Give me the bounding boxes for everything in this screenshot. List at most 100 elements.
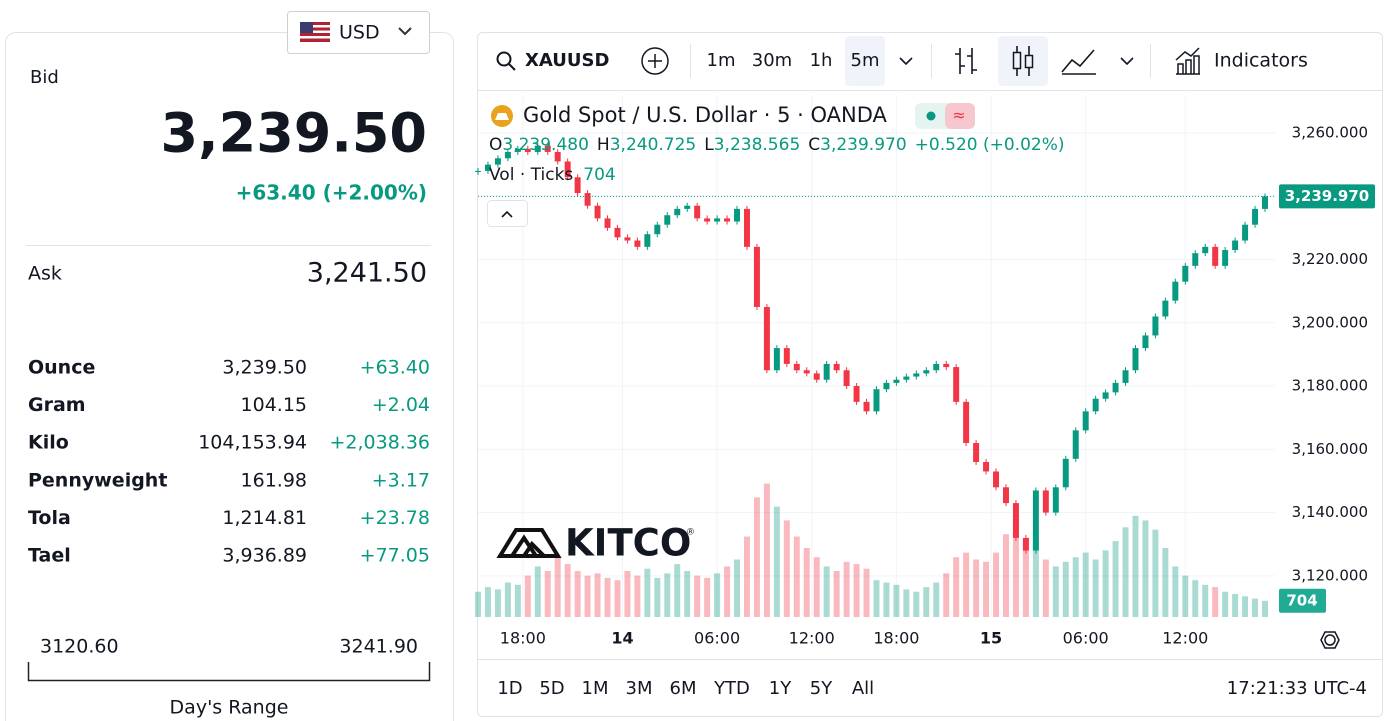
candle [1012,503,1019,538]
range-button[interactable]: 6M [670,678,697,699]
unit-change: +2.04 [372,394,430,416]
unit-change: +63.40 [360,357,430,379]
indicators-icon[interactable] [1175,47,1200,75]
brand: KITCO [565,522,691,565]
flag-stripe [300,36,330,39]
volume-bar [1132,515,1139,617]
interval[interactable]: 5m [851,50,880,71]
candle [973,443,980,462]
volume-bar [1242,596,1249,617]
range-button[interactable]: All [852,678,874,699]
volume-bar [1042,559,1049,617]
candle [843,370,850,387]
y-tick-label: 3,220.000 [1292,250,1368,268]
volume-bar [983,561,990,617]
chevron[interactable] [899,57,913,66]
range-button[interactable]: 5D [539,678,564,699]
range-buttons: 1D 5D 1M 3M 6M YTD 1Y 5Y All [497,678,874,699]
candle [1132,348,1139,371]
unit-price: 161.98 [241,469,307,491]
candle [584,193,591,206]
candle [1162,300,1169,317]
area-style-icon[interactable] [1061,49,1096,75]
range-button[interactable]: 1M [582,678,609,699]
last-volume-tag [1279,588,1326,613]
candle [674,208,681,216]
range-button[interactable]: 3M [626,678,653,699]
volume-bar [793,536,800,617]
candle [763,306,770,371]
candle [743,208,750,247]
candle [1092,398,1099,412]
candle [664,215,671,225]
flag-stripe [300,30,330,33]
range-bar [27,662,431,682]
settings-icon[interactable] [1324,634,1336,646]
volume-bar [803,548,810,617]
bar-style-icon[interactable] [955,48,977,74]
range-button[interactable]: 1Y [769,678,792,699]
candle [893,379,900,383]
candle [734,208,741,222]
chevron [398,27,412,36]
candle [853,386,860,402]
volume-bar [644,568,651,617]
volume-bar [883,582,890,617]
interval[interactable]: 1h [810,50,833,71]
volume-bar [763,483,770,617]
candle [684,205,691,209]
registered: ® [686,528,695,538]
interval[interactable]: 1m [707,50,736,71]
volume-legend: Vol · Ticks 704 [489,165,616,185]
candle [644,234,651,247]
volume-bar [664,573,671,617]
open: 3,239.480 [502,135,589,155]
candle [714,218,721,222]
range-button[interactable]: 5Y [810,678,833,699]
compare-button[interactable] [641,47,669,75]
currency-select[interactable]: USD [287,11,430,54]
volume-bar [1212,587,1219,617]
kitco-logo [496,528,562,558]
volume-bar [1232,594,1239,617]
range-button[interactable]: 1D [497,678,522,699]
candle [524,148,531,152]
candle [534,145,541,152]
volume-bar [554,557,561,617]
volume-bar [674,564,681,617]
volume-bar [963,552,970,617]
symbol[interactable]: XAUUSD [525,50,609,71]
volume-bar [753,497,760,617]
candle [1112,382,1119,393]
symbol-logo [495,113,509,120]
high: 3,240.725 [610,135,697,155]
candle [544,145,551,152]
range-button[interactable]: YTD [713,678,750,699]
volume-bar [783,520,790,617]
volume-bar [1182,575,1189,617]
volume-bar [1142,520,1149,617]
candle [813,373,820,380]
volume-bar [604,577,611,617]
bid-price: 3,239.50 [161,102,427,165]
volume-bar [714,573,721,617]
candle [614,227,621,238]
intervals: 1m 30m 1h 5m [707,50,880,71]
volume-bar [564,564,571,617]
flag-canton [300,22,313,33]
indicators-button[interactable]: Indicators [1214,50,1308,72]
candle [1002,487,1009,504]
candle [1242,224,1249,241]
unit-change: +77.05 [360,545,430,567]
symbol-search[interactable]: XAUUSD [496,50,610,71]
candle [983,461,990,472]
last-price-label: 3,239.970 [1285,187,1369,205]
chevron[interactable] [1120,57,1134,66]
volume-bar [1162,548,1169,617]
delay-icon: ≈ [952,106,965,125]
unit-price: 104.15 [241,394,307,416]
interval[interactable]: 30m [752,50,792,71]
low: 3,238.565 [714,135,801,155]
volume-bar [1002,534,1009,617]
o-label: O [489,135,502,155]
